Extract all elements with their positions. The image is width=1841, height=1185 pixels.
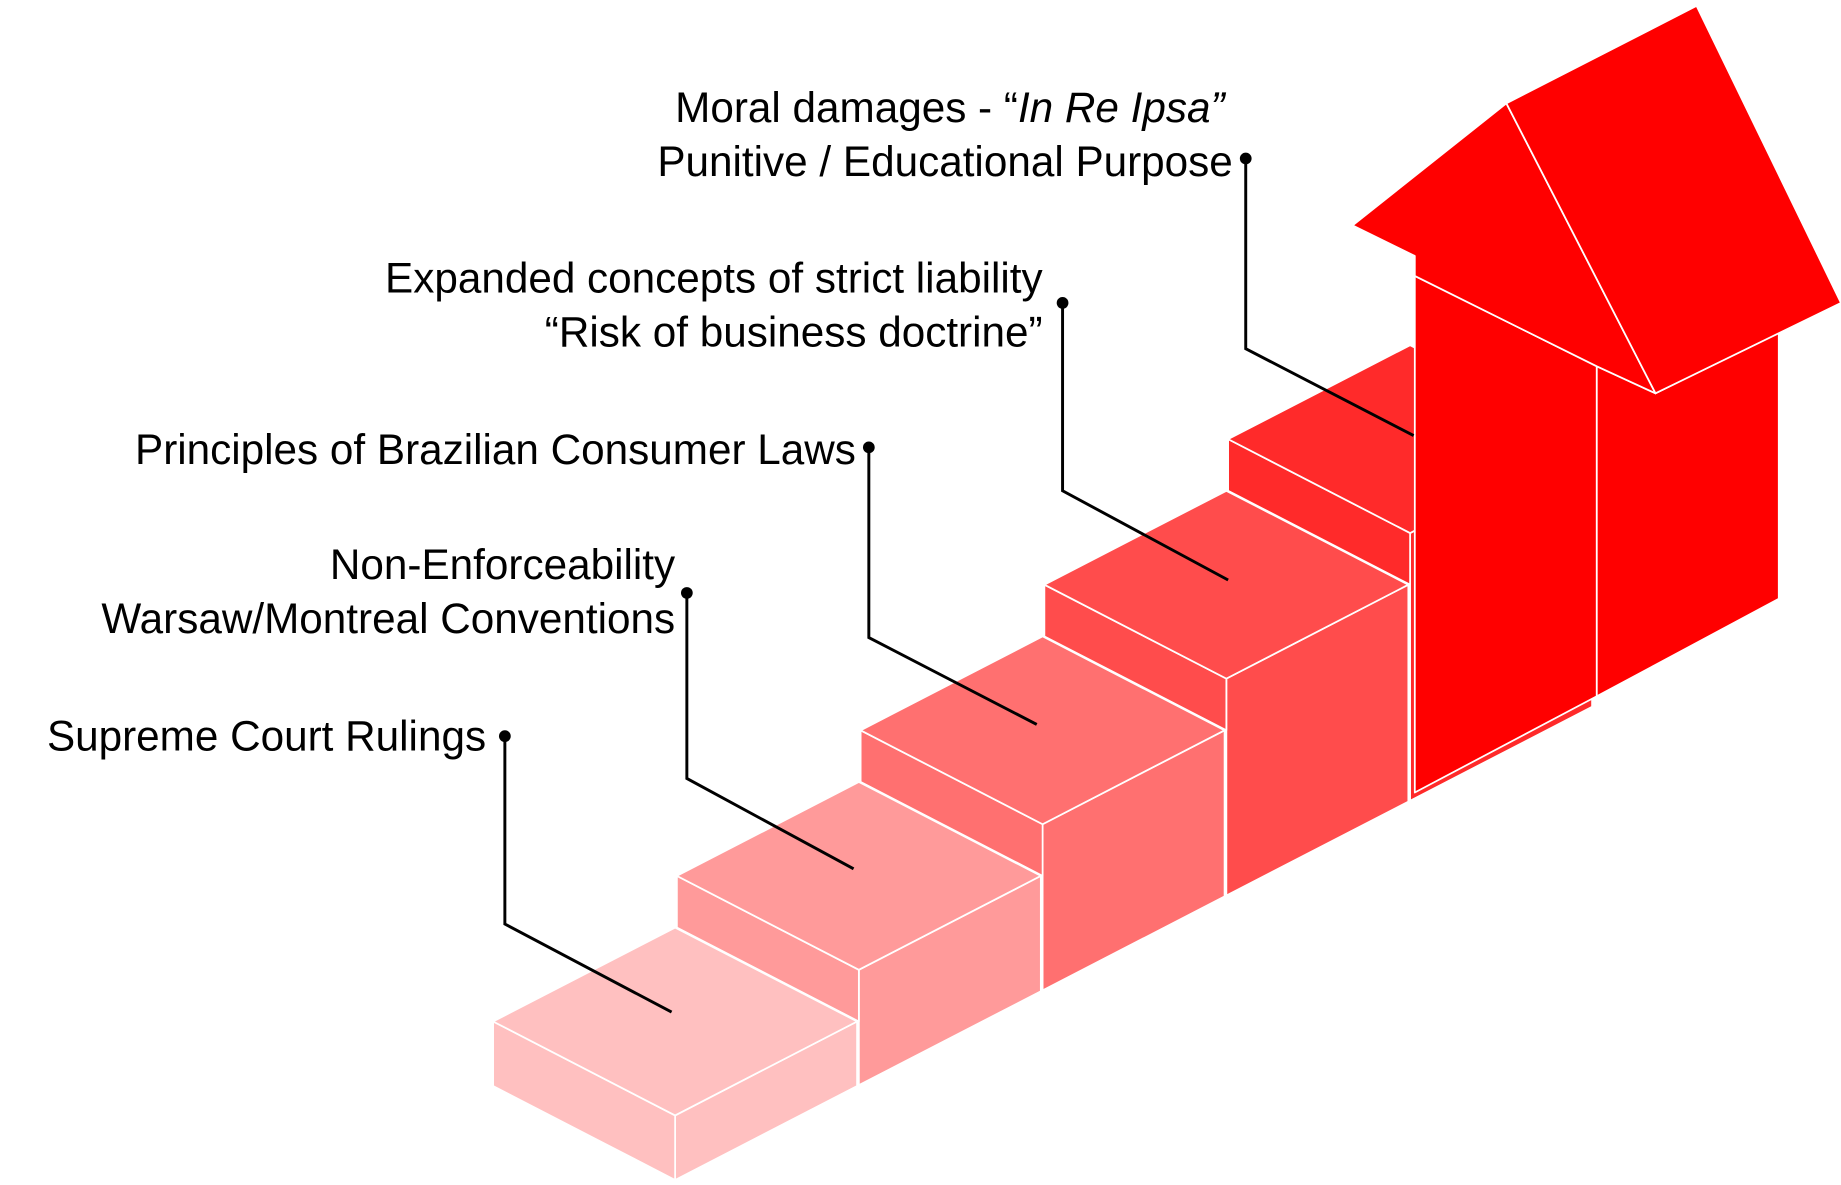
label-line: Warsaw/Montreal Conventions [101, 595, 675, 642]
label-line: Moral damages - “In Re Ipsa” [675, 84, 1226, 131]
leader-dot [863, 441, 875, 453]
leader-dot [499, 730, 511, 742]
arrow [1353, 6, 1841, 793]
staircase-diagram: Moral damages - “In Re Ipsa” Supreme Cou… [0, 0, 1841, 1180]
label-line: Punitive / Educational Purpose [657, 138, 1232, 185]
label-line: Principles of Brazilian Consumer Laws [135, 426, 856, 473]
label-line: “Risk of business doctrine” [545, 308, 1043, 355]
label-lead: Moral damages - “ [675, 84, 1018, 131]
leader-dot [1057, 297, 1069, 309]
leader-dot [681, 587, 693, 599]
label-line: Supreme Court Rulings [47, 712, 486, 759]
arrow-shaft-side [1597, 332, 1779, 696]
leader-dot [1240, 153, 1252, 165]
label-italic: In Re Ipsa” [1018, 84, 1227, 131]
label-line: Expanded concepts of strict liability [385, 254, 1043, 301]
label-line: Non-Enforceability [330, 541, 676, 588]
